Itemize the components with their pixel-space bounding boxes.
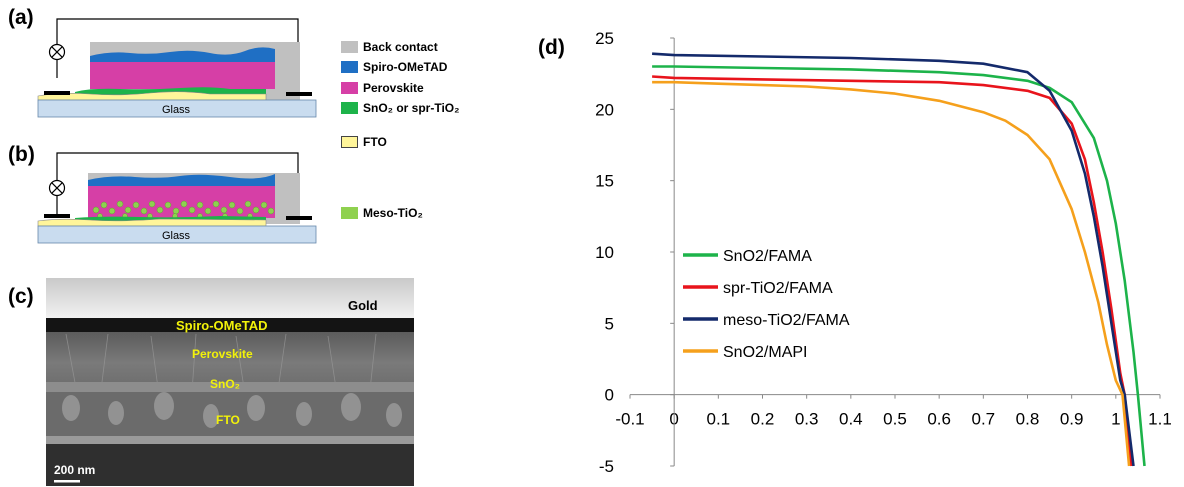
- jv-chart: -5 0 5 10 15 20 25 -0.1 0 0.1 0.2 0.3 0.4 0.5 0.6 0.7 0…: [595, 29, 1172, 476]
- legend-entry: SnO2/FAMA: [723, 248, 812, 265]
- chart-legend: SnO2/FAMA spr-TiO2/FAMA meso-TiO2/FAMA SnO2…: [683, 248, 850, 361]
- series-line-SnO2/MAPI: [652, 80, 1131, 467]
- spiro-layer: [88, 174, 275, 188]
- perovskite-layer: [90, 62, 275, 89]
- sem-cross-section: Gold Spiro-OMeTAD Perovskite SnO₂ FTO 20…: [46, 278, 414, 486]
- glass-label: Glass: [162, 104, 191, 116]
- x-tick-label: 0.5: [883, 410, 907, 429]
- rear-electrode: [286, 216, 312, 220]
- fto-grains: [62, 392, 402, 428]
- sem-label-spiro: Spiro-OMeTAD: [176, 318, 267, 333]
- y-tick-label: 10: [595, 243, 614, 262]
- glass-label: Glass: [162, 230, 191, 242]
- legend-label: Back contact: [363, 40, 438, 54]
- swatch-meso: [341, 207, 358, 219]
- scale-bar-label: 200 nm: [54, 463, 95, 477]
- sem-label-sno2: SnO₂: [210, 377, 240, 391]
- spiro-region: [46, 318, 414, 332]
- swatch-etl: [341, 102, 358, 114]
- legend-label: SnO₂ or spr-TiO₂: [363, 101, 460, 115]
- panel-label-a: (a): [8, 6, 34, 29]
- legend-label: FTO: [363, 135, 387, 149]
- swatch-spiro: [341, 61, 358, 73]
- device-schematic-a: Glass: [37, 18, 317, 118]
- fto-layer: [37, 218, 267, 227]
- front-electrode: [44, 214, 70, 218]
- x-tick-label: -0.1: [615, 410, 644, 429]
- legend-entry: SnO2/MAPI: [723, 344, 807, 361]
- series-line-SnO2/FAMA: [652, 65, 1146, 467]
- x-tick-label: 0.8: [1016, 410, 1040, 429]
- x-tick-label: 0.6: [927, 410, 951, 429]
- sno2-region: [46, 382, 414, 392]
- sem-label-gold: Gold: [348, 298, 378, 313]
- legend-entry: spr-TiO2/FAMA: [723, 280, 833, 297]
- gold-region: [46, 278, 414, 320]
- swatch-back-contact: [341, 41, 358, 53]
- lamp-icon: [48, 179, 66, 197]
- legend-entry: meso-TiO2/FAMA: [723, 312, 850, 329]
- legend-label: Perovskite: [363, 81, 424, 95]
- x-tick-label: 0.2: [751, 410, 775, 429]
- legend-spiro: Spiro-OMeTAD: [341, 59, 447, 75]
- y-tick-label: 20: [595, 100, 614, 119]
- x-tick-label: 0.9: [1060, 410, 1084, 429]
- legend-label: Spiro-OMeTAD: [363, 60, 448, 74]
- series-lines: [652, 52, 1146, 467]
- sem-label-perovskite: Perovskite: [192, 347, 253, 361]
- panel-label-b: (b): [8, 143, 35, 166]
- x-tick-label: 1: [1111, 410, 1120, 429]
- glass-region: [46, 444, 414, 486]
- legend-back-contact: Back contact: [341, 39, 438, 55]
- legend-etl: SnO₂ or spr-TiO₂: [341, 100, 459, 116]
- x-tick-label: 1.1: [1148, 410, 1172, 429]
- grain-boundaries: [65, 333, 377, 393]
- y-tick-label: -5: [599, 457, 614, 476]
- spiro-layer: [90, 47, 275, 64]
- legend-perovskite: Perovskite: [341, 80, 424, 96]
- series-line-meso-TiO2/FAMA: [652, 52, 1135, 467]
- y-tick-label: 25: [595, 29, 614, 48]
- swatch-perovskite: [341, 82, 358, 94]
- x-tick-label: 0.3: [795, 410, 819, 429]
- y-tick-labels: -5 0 5 10 15 20 25: [595, 29, 675, 476]
- sem-label-fto: FTO: [216, 413, 240, 427]
- panel-label-c: (c): [8, 285, 34, 308]
- y-tick-label: 0: [605, 386, 614, 405]
- rear-electrode: [286, 92, 312, 96]
- y-tick-label: 5: [605, 314, 614, 333]
- scale-bar: [54, 480, 80, 483]
- x-tick-label: 0.7: [972, 410, 996, 429]
- lamp-icon: [48, 43, 66, 61]
- legend-meso-tio2: Meso-TiO₂: [341, 205, 423, 221]
- swatch-fto: [341, 136, 358, 148]
- front-electrode: [44, 91, 70, 95]
- x-tick-label: 0.1: [707, 410, 731, 429]
- glass-substrate: [37, 99, 317, 118]
- legend-fto: FTO: [341, 134, 387, 150]
- panel-label-d: (d): [538, 36, 565, 59]
- glass-substrate: [37, 225, 317, 244]
- device-schematic-b: Glass: [37, 152, 317, 244]
- x-tick-labels: -0.1 0 0.1 0.2 0.3 0.4 0.5 0.6 0.7 0.8 0.9 1 1.1: [615, 394, 1172, 429]
- legend-label: Meso-TiO₂: [363, 206, 423, 220]
- series-line-spr-TiO2/FAMA: [652, 75, 1133, 467]
- y-tick-label: 15: [595, 172, 614, 191]
- x-tick-label: 0.4: [839, 410, 863, 429]
- interface-band: [46, 436, 414, 444]
